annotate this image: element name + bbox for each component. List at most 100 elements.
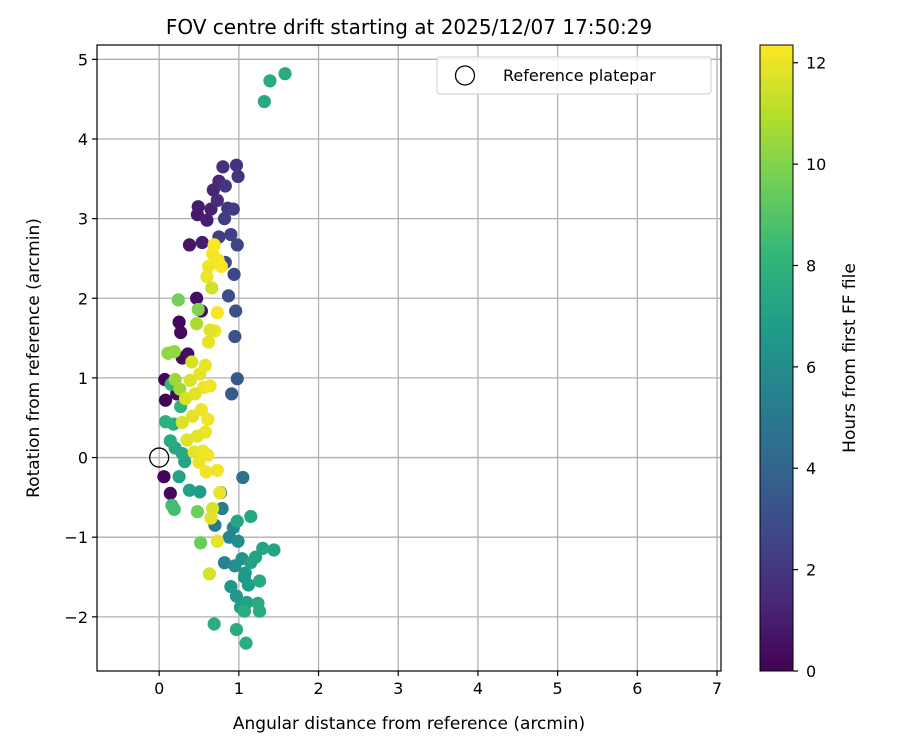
data-point (202, 567, 216, 581)
data-points (157, 67, 292, 650)
data-point (215, 501, 229, 516)
legend-label: Reference platepar (503, 66, 656, 85)
data-point (191, 200, 205, 214)
data-point (182, 483, 197, 497)
x-tick-label: 0 (154, 679, 164, 698)
data-point (239, 636, 253, 650)
data-point (256, 541, 270, 555)
data-point (199, 465, 213, 479)
data-point (173, 382, 187, 396)
colorbar-tick-label: 6 (806, 358, 816, 377)
data-point (158, 415, 173, 429)
data-point (171, 293, 185, 307)
data-point (192, 455, 206, 469)
data-point (167, 345, 181, 359)
x-tick-label: 3 (393, 679, 403, 698)
colorbar-tick-label: 0 (806, 662, 816, 681)
y-axis-label: Rotation from reference (arcmin) (24, 218, 44, 498)
data-point (163, 434, 177, 448)
data-point (230, 238, 244, 252)
data-point (228, 329, 242, 344)
data-point (213, 485, 227, 500)
data-point (230, 514, 244, 528)
x-tick-label: 1 (234, 679, 244, 698)
colorbar (759, 44, 794, 672)
legend-marker (454, 65, 476, 86)
reference-point (149, 447, 170, 468)
y-tick-label: 3 (78, 210, 88, 229)
data-point (214, 259, 228, 274)
y-tick-label: 4 (78, 130, 88, 149)
data-point (200, 270, 214, 284)
data-point (229, 304, 243, 318)
data-point (163, 486, 177, 500)
data-point (237, 604, 252, 618)
data-point (175, 415, 189, 430)
x-tick-label: 5 (553, 679, 563, 698)
data-point (227, 267, 241, 281)
data-point (198, 358, 212, 372)
data-point (217, 212, 232, 226)
data-point (190, 317, 204, 331)
data-point (172, 315, 186, 329)
data-point (182, 238, 197, 252)
plot-frame (96, 44, 722, 672)
colorbar-ticks: 0 2 4 6 8 10 12 (793, 54, 826, 681)
data-point (200, 213, 214, 227)
data-point (238, 566, 252, 580)
y-tick-label: 5 (78, 50, 88, 69)
y-tick-label: −1 (64, 528, 88, 547)
data-point (210, 534, 224, 548)
colorbar-label: Hours from first FF file (840, 263, 860, 453)
data-point (241, 578, 256, 592)
data-point (167, 502, 181, 516)
data-point (244, 509, 258, 524)
data-point (207, 238, 221, 252)
data-point (252, 604, 267, 618)
x-tick-label: 4 (473, 679, 483, 698)
data-point (183, 373, 197, 387)
data-point (221, 289, 236, 303)
data-point (190, 505, 205, 519)
data-point (217, 556, 232, 570)
data-point (225, 387, 239, 401)
colorbar-tick-label: 2 (806, 561, 816, 580)
data-point (157, 470, 171, 484)
data-point (224, 579, 238, 594)
chart-title: FOV centre drift starting at 2025/12/07 … (166, 15, 652, 39)
data-point (236, 470, 250, 485)
x-axis-ticks: 0 1 2 3 4 5 6 7 (154, 671, 722, 698)
legend: Reference platepar (436, 56, 712, 95)
data-point (172, 470, 186, 484)
x-tick-label: 6 (632, 679, 642, 698)
y-tick-label: 0 (78, 449, 88, 468)
data-point (180, 433, 194, 447)
data-point (257, 94, 271, 109)
data-point (191, 302, 205, 317)
data-point (174, 325, 188, 340)
data-point (231, 534, 245, 548)
data-point (194, 536, 208, 550)
data-point (224, 227, 238, 242)
data-point (198, 425, 212, 439)
data-point (210, 463, 224, 477)
x-tick-label: 7 (712, 679, 722, 698)
y-tick-label: 1 (78, 369, 88, 388)
x-tick-label: 2 (313, 679, 323, 698)
legend-box (436, 56, 712, 95)
data-point (210, 193, 224, 207)
y-tick-label: −2 (64, 608, 88, 627)
data-point (205, 281, 219, 295)
data-point (201, 259, 216, 274)
data-point (210, 306, 224, 320)
y-axis-ticks: −2 −1 0 1 2 3 4 5 (64, 50, 97, 627)
data-point (216, 160, 230, 174)
data-point (204, 511, 218, 525)
data-point (194, 403, 208, 417)
data-point (230, 372, 244, 386)
colorbar-tick-label: 10 (806, 155, 826, 174)
colorbar-tick-label: 4 (806, 459, 816, 478)
data-point (229, 158, 244, 172)
data-point (203, 323, 217, 337)
